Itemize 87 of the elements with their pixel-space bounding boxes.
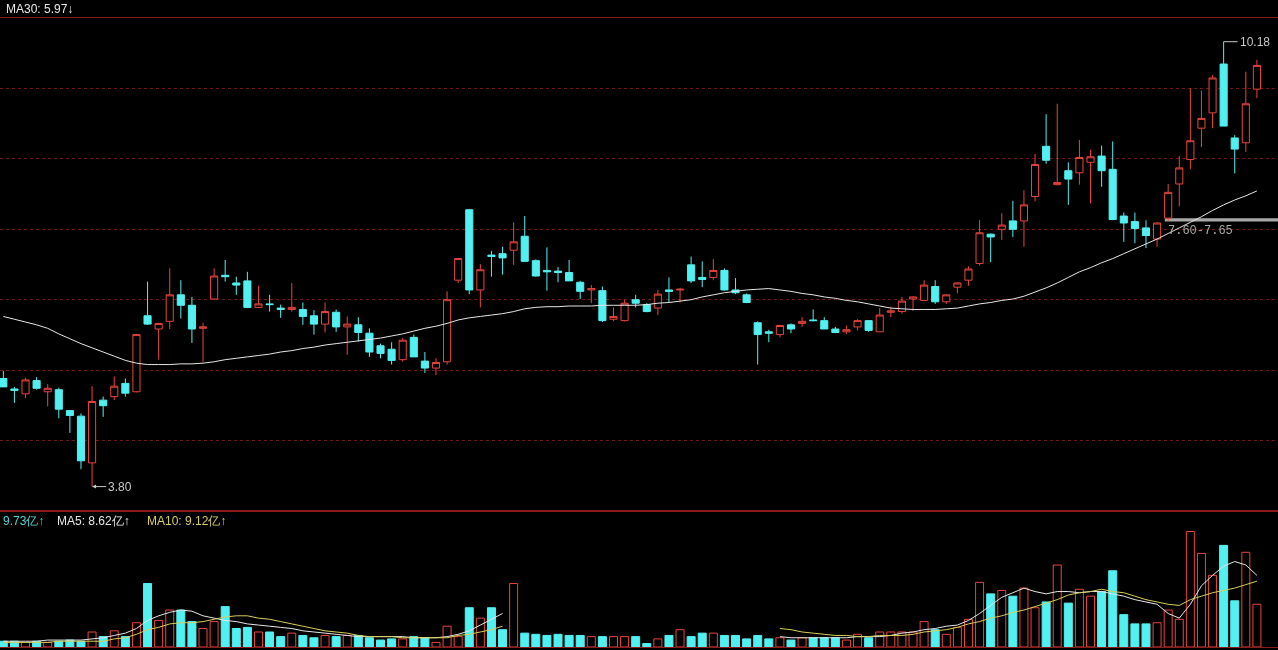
bar bbox=[1252, 603, 1262, 647]
bar bbox=[886, 631, 896, 647]
bar bbox=[586, 636, 596, 647]
bar bbox=[775, 637, 785, 647]
bar bbox=[941, 633, 951, 647]
bar bbox=[1241, 551, 1251, 647]
bar bbox=[231, 628, 241, 647]
bar bbox=[1163, 609, 1173, 647]
text: MA10: 9.12亿↑ bbox=[147, 514, 227, 528]
bar bbox=[1208, 574, 1218, 647]
bar bbox=[686, 636, 696, 647]
bar bbox=[276, 636, 286, 647]
bar bbox=[342, 634, 352, 647]
bar bbox=[143, 582, 153, 647]
bar bbox=[176, 609, 186, 647]
bar bbox=[220, 606, 230, 647]
bar bbox=[786, 639, 796, 647]
bar bbox=[287, 632, 297, 647]
bar bbox=[997, 589, 1007, 647]
chart-title: 9.73亿↑ bbox=[3, 514, 45, 528]
bar bbox=[653, 638, 663, 647]
bar bbox=[764, 638, 774, 647]
bar bbox=[1074, 588, 1084, 647]
bar bbox=[819, 637, 829, 647]
bar bbox=[420, 637, 430, 647]
bar bbox=[841, 639, 851, 647]
bar bbox=[1097, 591, 1107, 647]
bar bbox=[719, 634, 729, 647]
bar bbox=[1108, 570, 1118, 647]
bar bbox=[453, 636, 463, 647]
bar bbox=[331, 636, 341, 647]
bar bbox=[387, 638, 397, 647]
bar bbox=[864, 637, 874, 647]
bar bbox=[753, 634, 763, 647]
bar bbox=[475, 617, 485, 647]
bar bbox=[320, 634, 330, 647]
bar bbox=[708, 632, 718, 647]
bar bbox=[1119, 614, 1129, 647]
bar bbox=[1041, 601, 1051, 647]
bar bbox=[986, 593, 996, 647]
bar bbox=[1152, 622, 1162, 647]
bar bbox=[520, 632, 530, 647]
bar bbox=[187, 621, 197, 647]
bar bbox=[731, 634, 741, 647]
bar bbox=[398, 638, 408, 647]
bar bbox=[830, 637, 840, 647]
bar bbox=[952, 626, 962, 647]
bar bbox=[975, 581, 985, 647]
bar bbox=[1008, 595, 1018, 647]
bar bbox=[1219, 544, 1229, 647]
bar bbox=[1063, 602, 1073, 647]
bar bbox=[631, 636, 641, 647]
bar bbox=[464, 607, 474, 647]
text: MA5: 8.62亿↑ bbox=[57, 514, 130, 528]
bar bbox=[1230, 600, 1240, 647]
candlestick bbox=[0, 370, 8, 388]
bar bbox=[608, 636, 618, 647]
bar bbox=[742, 638, 752, 647]
bar bbox=[154, 619, 164, 647]
bar bbox=[531, 633, 541, 647]
bar bbox=[1052, 564, 1062, 647]
bar bbox=[664, 634, 674, 647]
bar bbox=[808, 637, 818, 647]
bar bbox=[597, 636, 607, 647]
bar bbox=[364, 637, 374, 647]
bar bbox=[498, 629, 508, 647]
bar bbox=[509, 582, 519, 647]
bar bbox=[853, 633, 863, 647]
bar bbox=[1174, 618, 1184, 647]
bar bbox=[930, 629, 940, 647]
bar bbox=[797, 637, 807, 647]
bar bbox=[575, 634, 585, 647]
bar bbox=[963, 618, 973, 647]
bar bbox=[1185, 531, 1195, 647]
bar bbox=[620, 636, 630, 647]
bar bbox=[165, 609, 175, 647]
bar bbox=[675, 629, 685, 647]
bar bbox=[409, 636, 419, 647]
bar bbox=[697, 632, 707, 647]
bar bbox=[642, 643, 652, 647]
bar bbox=[253, 631, 263, 647]
bar bbox=[1086, 595, 1096, 647]
bar bbox=[265, 631, 275, 647]
bar bbox=[1196, 552, 1206, 647]
bar bbox=[486, 607, 496, 647]
bar bbox=[376, 639, 386, 647]
bar bbox=[242, 626, 252, 647]
